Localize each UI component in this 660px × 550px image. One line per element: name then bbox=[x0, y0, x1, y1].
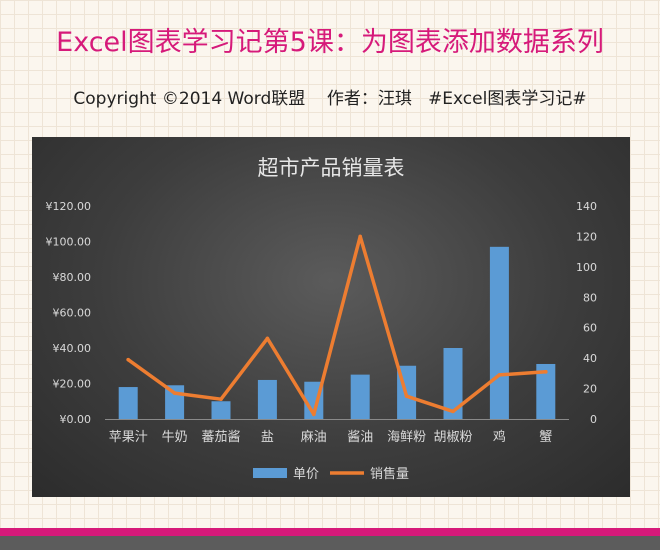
y-left-tick-label: ¥60.00 bbox=[53, 307, 92, 320]
y-right-tick-label: 100 bbox=[576, 261, 597, 274]
x-tick-label: 胡椒粉 bbox=[433, 430, 472, 445]
line-point bbox=[172, 391, 177, 395]
y-left-tick-label: ¥120.00 bbox=[46, 200, 92, 213]
footer-band-accent bbox=[0, 528, 660, 536]
bar-单价 bbox=[350, 374, 370, 419]
chart-title: 超市产品销量表 bbox=[258, 156, 405, 180]
y-right-tick-label: 120 bbox=[576, 230, 597, 243]
line-point bbox=[358, 234, 363, 239]
page-subtitle: Copyright ©2014 Word联盟 作者：汪琪 #Excel图表学习记… bbox=[73, 89, 587, 109]
x-tick-label: 酱油 bbox=[347, 430, 373, 445]
line-point bbox=[219, 397, 223, 402]
line-销售量 bbox=[126, 234, 548, 417]
line-point bbox=[451, 409, 455, 414]
x-tick-label: 牛奶 bbox=[162, 430, 188, 445]
bar-单价 bbox=[211, 401, 231, 419]
x-tick-label: 鸡 bbox=[493, 429, 506, 445]
x-tick-label: 苹果汁 bbox=[109, 430, 148, 445]
bar-单价 bbox=[118, 387, 138, 419]
y-right-tick-label: 20 bbox=[583, 383, 597, 396]
bar-单价 bbox=[489, 246, 509, 419]
y-left-tick-label: ¥80.00 bbox=[53, 271, 92, 284]
y-right-tick-label: 40 bbox=[583, 352, 597, 365]
x-tick-label: 盐 bbox=[261, 430, 274, 445]
bar-单价 bbox=[443, 348, 463, 419]
legend-label-bar: 单价 bbox=[293, 467, 319, 482]
bar-单价 bbox=[536, 363, 556, 419]
y-right-tick-label: 80 bbox=[583, 291, 597, 304]
line-point bbox=[404, 394, 409, 398]
y-left-tick-label: ¥100.00 bbox=[46, 236, 92, 249]
y-left-tick-label: ¥0.00 bbox=[60, 413, 92, 426]
y-right-tick-label: 0 bbox=[590, 413, 597, 426]
bar-单价 bbox=[257, 379, 277, 419]
y-left-tick-label: ¥20.00 bbox=[53, 378, 92, 391]
chart-panel: 超市产品销量表 ¥0.00 ¥20.00 ¥40.00 ¥60.00 ¥80.00 ¥100… bbox=[32, 137, 630, 497]
x-tick-label: 海鲜粉 bbox=[387, 430, 426, 445]
legend-label-line: 销售量 bbox=[370, 466, 409, 482]
page-title: Excel图表学习记第5课：为图表添加数据系列 bbox=[56, 27, 604, 58]
line-point bbox=[312, 412, 316, 417]
line-point bbox=[126, 357, 130, 362]
x-tick-label: 蟹 bbox=[539, 430, 552, 445]
combo-chart: 超市产品销量表 ¥0.00 ¥20.00 ¥40.00 ¥60.00 ¥80.00 ¥100… bbox=[46, 156, 598, 482]
y-left-tick-label: ¥40.00 bbox=[53, 342, 92, 355]
line-point bbox=[497, 373, 502, 377]
x-tick-label: 蕃茄酱 bbox=[201, 430, 240, 445]
footer-band-dark bbox=[0, 536, 660, 550]
y-right-tick-label: 140 bbox=[576, 200, 597, 213]
legend-swatch-bar bbox=[253, 468, 287, 478]
x-tick-label: 麻油 bbox=[301, 430, 327, 445]
y-right-tick-label: 60 bbox=[583, 322, 597, 335]
line-point bbox=[544, 370, 548, 374]
line-point bbox=[265, 336, 270, 341]
